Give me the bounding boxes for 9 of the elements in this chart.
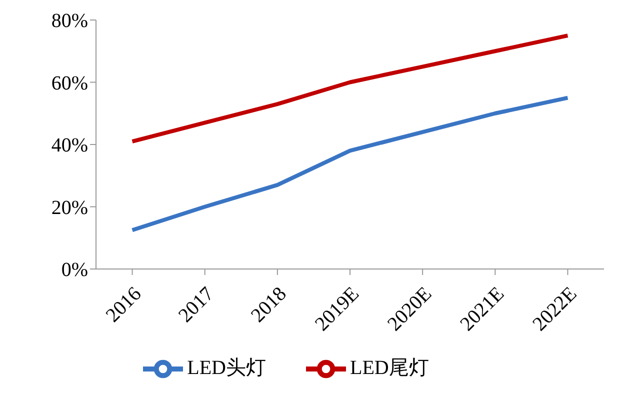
legend-label: LED头灯 — [187, 356, 266, 379]
y-tick-label: 40% — [51, 134, 88, 157]
y-tick-label: 80% — [51, 10, 88, 32]
y-tick-label: 0% — [61, 259, 88, 282]
y-tick-label: 20% — [51, 196, 88, 219]
legend-label: LED尾灯 — [350, 356, 429, 379]
y-tick-label: 60% — [51, 72, 88, 94]
line-series — [130, 34, 570, 144]
line-series — [130, 96, 570, 232]
